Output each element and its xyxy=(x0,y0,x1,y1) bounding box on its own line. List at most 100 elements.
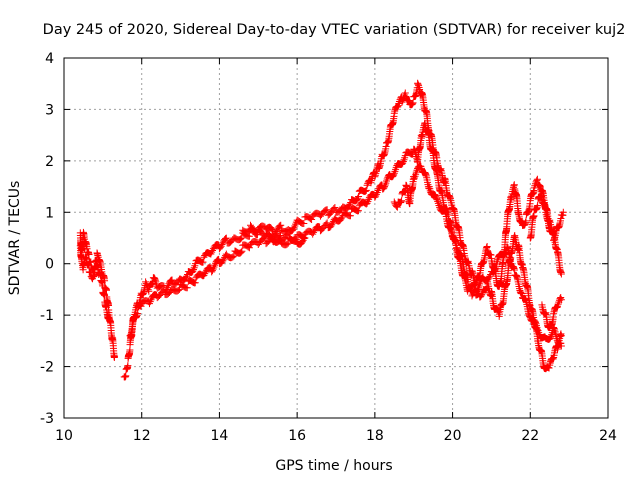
data-point xyxy=(408,101,416,109)
data-point xyxy=(190,266,198,274)
data-point xyxy=(266,232,274,240)
data-point xyxy=(175,285,183,293)
data-point xyxy=(209,246,217,254)
data-point xyxy=(220,255,228,263)
data-point xyxy=(478,291,486,299)
data-point xyxy=(533,176,541,184)
data-point xyxy=(230,252,238,260)
data-point xyxy=(534,202,542,210)
data-point xyxy=(322,220,330,228)
data-point xyxy=(328,221,336,229)
data-point xyxy=(477,292,485,300)
data-point xyxy=(398,197,406,205)
data-point xyxy=(545,364,553,372)
data-point xyxy=(298,238,306,246)
data-point xyxy=(200,253,208,261)
data-point xyxy=(238,234,246,242)
data-point xyxy=(393,202,401,210)
y-tick-label: 0 xyxy=(45,257,54,273)
data-point xyxy=(201,270,209,278)
data-point xyxy=(308,215,316,223)
x-tick-label: 20 xyxy=(444,428,462,444)
data-point xyxy=(208,248,216,256)
data-point xyxy=(431,192,439,200)
data-point xyxy=(189,267,197,275)
data-point xyxy=(144,286,152,294)
data-point xyxy=(330,205,338,213)
data-point xyxy=(346,200,354,208)
data-point xyxy=(283,240,291,248)
series-kuj2-e xyxy=(390,162,565,350)
data-point xyxy=(501,250,509,258)
series-kuj2-b xyxy=(76,242,113,323)
data-point xyxy=(85,261,93,269)
data-point xyxy=(174,286,182,294)
data-point xyxy=(372,192,380,200)
data-point xyxy=(183,284,191,292)
data-point xyxy=(362,186,370,194)
data-point xyxy=(436,203,444,211)
data-point xyxy=(310,228,318,236)
y-tick-label: 4 xyxy=(45,51,54,67)
data-point xyxy=(546,334,554,342)
data-point xyxy=(200,271,208,279)
series-kuj2-g xyxy=(526,186,567,244)
data-point xyxy=(217,242,225,250)
data-point xyxy=(245,244,253,252)
data-point xyxy=(284,229,292,237)
data-point xyxy=(532,320,540,328)
data-point xyxy=(277,221,285,229)
y-axis-label: SDTVAR / TECUs xyxy=(7,181,23,296)
data-point xyxy=(486,272,494,280)
data-point xyxy=(381,183,389,191)
data-point xyxy=(557,296,565,304)
data-point xyxy=(276,222,284,230)
data-point xyxy=(474,286,482,294)
data-point xyxy=(142,278,150,286)
data-point xyxy=(338,213,346,221)
x-axis-label: GPS time / hours xyxy=(275,458,392,474)
data-point xyxy=(267,234,275,242)
data-point xyxy=(327,222,335,230)
data-point xyxy=(530,212,538,220)
data-point xyxy=(248,225,256,233)
data-point xyxy=(401,89,409,97)
data-point xyxy=(253,231,261,239)
data-point xyxy=(363,181,371,189)
data-point xyxy=(237,235,245,243)
data-point xyxy=(485,274,493,282)
data-point xyxy=(133,310,141,318)
data-point xyxy=(365,195,373,203)
data-point xyxy=(426,187,434,195)
data-point xyxy=(557,342,565,350)
data-point xyxy=(237,248,245,256)
data-point xyxy=(168,276,176,284)
data-point xyxy=(346,212,354,220)
data-point xyxy=(556,295,564,303)
series-kuj2-d xyxy=(126,119,565,373)
data-point xyxy=(247,223,255,231)
data-point xyxy=(122,372,130,380)
data-point xyxy=(199,258,207,266)
data-point xyxy=(289,225,297,233)
data-point xyxy=(236,249,244,257)
data-point xyxy=(266,231,274,239)
series-kuj2-f xyxy=(239,221,309,248)
data-point xyxy=(362,187,370,195)
data-point xyxy=(331,203,339,211)
data-point xyxy=(433,196,441,204)
data-point xyxy=(245,232,253,240)
data-point xyxy=(491,266,499,274)
data-point xyxy=(238,247,246,255)
data-point xyxy=(410,175,418,183)
data-point xyxy=(337,215,345,223)
data-point xyxy=(399,159,407,167)
data-point xyxy=(354,207,362,215)
data-point xyxy=(559,208,567,216)
data-point xyxy=(222,234,230,242)
data-point xyxy=(468,292,476,300)
data-point xyxy=(103,286,110,294)
